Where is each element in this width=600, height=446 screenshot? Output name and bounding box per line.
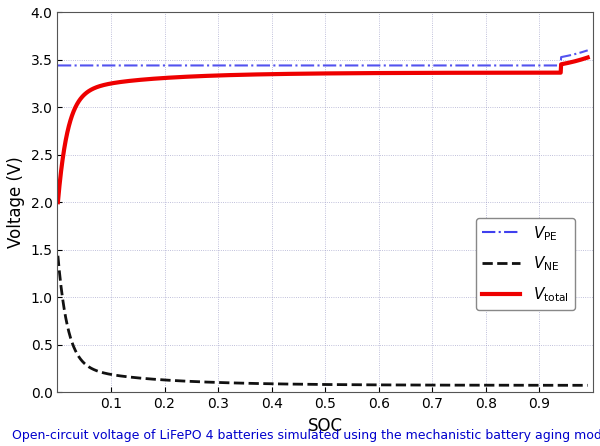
Legend: $V_{\mathregular{PE}}$, $V_{\mathregular{NE}}$, $V_{\mathregular{total}}$: $V_{\mathregular{PE}}$, $V_{\mathregular… <box>476 218 575 310</box>
Text: Open-circuit voltage of LiFePO 4 batteries simulated using the mechanistic batte: Open-circuit voltage of LiFePO 4 batteri… <box>12 429 600 442</box>
Y-axis label: Voltage (V): Voltage (V) <box>7 157 25 248</box>
X-axis label: SOC: SOC <box>308 417 343 435</box>
